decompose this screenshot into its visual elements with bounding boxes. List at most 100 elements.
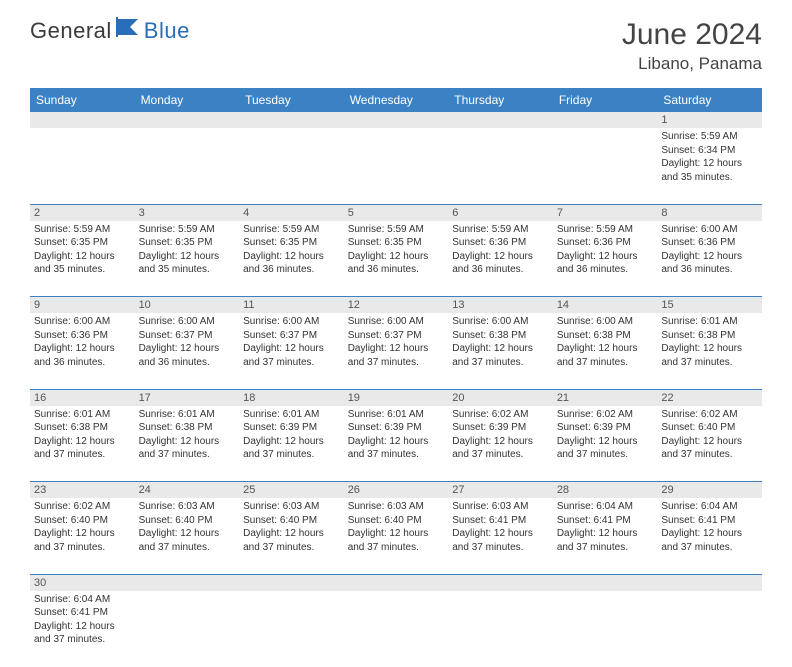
day-cell: Sunrise: 5:59 AMSunset: 6:35 PMDaylight:… bbox=[344, 221, 449, 297]
day-cell: Sunrise: 6:03 AMSunset: 6:40 PMDaylight:… bbox=[135, 498, 240, 574]
sunrise-line: Sunrise: 6:02 AM bbox=[34, 500, 131, 514]
sunrise-line: Sunrise: 6:04 AM bbox=[557, 500, 654, 514]
sunrise-line: Sunrise: 5:59 AM bbox=[557, 223, 654, 237]
day-number-cell: 18 bbox=[239, 389, 344, 406]
day-number-cell bbox=[344, 574, 449, 591]
day-number-cell bbox=[239, 112, 344, 128]
weekday-header: Saturday bbox=[657, 88, 762, 112]
daylight-line: Daylight: 12 hours and 37 minutes. bbox=[348, 527, 445, 554]
day-cell: Sunrise: 6:03 AMSunset: 6:40 PMDaylight:… bbox=[239, 498, 344, 574]
weekday-header: Tuesday bbox=[239, 88, 344, 112]
day-cell bbox=[657, 591, 762, 667]
sunset-line: Sunset: 6:40 PM bbox=[348, 514, 445, 528]
sunrise-line: Sunrise: 6:01 AM bbox=[139, 408, 236, 422]
sunset-line: Sunset: 6:40 PM bbox=[661, 421, 758, 435]
sunset-line: Sunset: 6:38 PM bbox=[661, 329, 758, 343]
day-cell: Sunrise: 6:02 AMSunset: 6:40 PMDaylight:… bbox=[657, 406, 762, 482]
daylight-line: Daylight: 12 hours and 36 minutes. bbox=[243, 250, 340, 277]
sunset-line: Sunset: 6:38 PM bbox=[139, 421, 236, 435]
daylight-line: Daylight: 12 hours and 37 minutes. bbox=[452, 342, 549, 369]
day-cell bbox=[448, 128, 553, 204]
sunset-line: Sunset: 6:35 PM bbox=[243, 236, 340, 250]
day-number-cell: 27 bbox=[448, 482, 553, 499]
day-number-cell bbox=[30, 112, 135, 128]
day-number-cell: 14 bbox=[553, 297, 658, 314]
sunrise-line: Sunrise: 6:03 AM bbox=[452, 500, 549, 514]
daylight-line: Daylight: 12 hours and 37 minutes. bbox=[557, 342, 654, 369]
sunrise-line: Sunrise: 6:00 AM bbox=[348, 315, 445, 329]
sunset-line: Sunset: 6:38 PM bbox=[452, 329, 549, 343]
sunrise-line: Sunrise: 5:59 AM bbox=[348, 223, 445, 237]
daynum-row: 23242526272829 bbox=[30, 482, 762, 499]
day-number-cell: 13 bbox=[448, 297, 553, 314]
day-cell: Sunrise: 6:04 AMSunset: 6:41 PMDaylight:… bbox=[30, 591, 135, 667]
day-cell: Sunrise: 5:59 AMSunset: 6:35 PMDaylight:… bbox=[135, 221, 240, 297]
sunrise-line: Sunrise: 6:02 AM bbox=[452, 408, 549, 422]
daylight-line: Daylight: 12 hours and 37 minutes. bbox=[661, 527, 758, 554]
flag-icon bbox=[116, 17, 142, 42]
daylight-line: Daylight: 12 hours and 35 minutes. bbox=[139, 250, 236, 277]
day-number-cell bbox=[135, 574, 240, 591]
day-cell bbox=[553, 591, 658, 667]
week-row: Sunrise: 6:02 AMSunset: 6:40 PMDaylight:… bbox=[30, 498, 762, 574]
sunrise-line: Sunrise: 6:04 AM bbox=[661, 500, 758, 514]
sunrise-line: Sunrise: 6:00 AM bbox=[452, 315, 549, 329]
day-number-cell: 17 bbox=[135, 389, 240, 406]
day-cell: Sunrise: 6:00 AMSunset: 6:38 PMDaylight:… bbox=[553, 313, 658, 389]
day-cell bbox=[553, 128, 658, 204]
day-number-cell: 29 bbox=[657, 482, 762, 499]
day-cell bbox=[135, 591, 240, 667]
day-cell: Sunrise: 5:59 AMSunset: 6:34 PMDaylight:… bbox=[657, 128, 762, 204]
sunset-line: Sunset: 6:37 PM bbox=[139, 329, 236, 343]
sunset-line: Sunset: 6:40 PM bbox=[34, 514, 131, 528]
day-cell: Sunrise: 6:01 AMSunset: 6:39 PMDaylight:… bbox=[239, 406, 344, 482]
day-cell bbox=[344, 591, 449, 667]
month-title: June 2024 bbox=[622, 18, 762, 52]
week-row: Sunrise: 5:59 AMSunset: 6:34 PMDaylight:… bbox=[30, 128, 762, 204]
weekday-header: Friday bbox=[553, 88, 658, 112]
day-number-cell bbox=[135, 112, 240, 128]
day-number-cell: 1 bbox=[657, 112, 762, 128]
day-number-cell: 22 bbox=[657, 389, 762, 406]
day-number-cell bbox=[344, 112, 449, 128]
sunrise-line: Sunrise: 6:00 AM bbox=[34, 315, 131, 329]
daylight-line: Daylight: 12 hours and 37 minutes. bbox=[348, 342, 445, 369]
weekday-header: Wednesday bbox=[344, 88, 449, 112]
day-cell bbox=[30, 128, 135, 204]
sunrise-line: Sunrise: 6:00 AM bbox=[139, 315, 236, 329]
sunset-line: Sunset: 6:39 PM bbox=[348, 421, 445, 435]
sunset-line: Sunset: 6:36 PM bbox=[452, 236, 549, 250]
daynum-row: 2345678 bbox=[30, 204, 762, 221]
weekday-header-row: Sunday Monday Tuesday Wednesday Thursday… bbox=[30, 88, 762, 112]
sunset-line: Sunset: 6:39 PM bbox=[243, 421, 340, 435]
calendar-table: Sunday Monday Tuesday Wednesday Thursday… bbox=[30, 88, 762, 667]
sunset-line: Sunset: 6:41 PM bbox=[661, 514, 758, 528]
sunrise-line: Sunrise: 6:02 AM bbox=[557, 408, 654, 422]
sunrise-line: Sunrise: 6:01 AM bbox=[34, 408, 131, 422]
weekday-header: Thursday bbox=[448, 88, 553, 112]
sunset-line: Sunset: 6:35 PM bbox=[139, 236, 236, 250]
day-number-cell: 8 bbox=[657, 204, 762, 221]
sunset-line: Sunset: 6:35 PM bbox=[34, 236, 131, 250]
daylight-line: Daylight: 12 hours and 37 minutes. bbox=[557, 527, 654, 554]
page-header: General Blue June 2024 Libano, Panama bbox=[0, 0, 792, 82]
sunset-line: Sunset: 6:37 PM bbox=[243, 329, 340, 343]
day-number-cell: 11 bbox=[239, 297, 344, 314]
daylight-line: Daylight: 12 hours and 37 minutes. bbox=[34, 435, 131, 462]
day-cell: Sunrise: 6:01 AMSunset: 6:39 PMDaylight:… bbox=[344, 406, 449, 482]
sunset-line: Sunset: 6:40 PM bbox=[243, 514, 340, 528]
day-number-cell: 4 bbox=[239, 204, 344, 221]
day-number-cell: 6 bbox=[448, 204, 553, 221]
day-number-cell: 20 bbox=[448, 389, 553, 406]
day-number-cell: 28 bbox=[553, 482, 658, 499]
sunrise-line: Sunrise: 5:59 AM bbox=[34, 223, 131, 237]
sunset-line: Sunset: 6:39 PM bbox=[557, 421, 654, 435]
daylight-line: Daylight: 12 hours and 37 minutes. bbox=[452, 527, 549, 554]
sunset-line: Sunset: 6:41 PM bbox=[452, 514, 549, 528]
day-number-cell bbox=[448, 574, 553, 591]
daylight-line: Daylight: 12 hours and 36 minutes. bbox=[139, 342, 236, 369]
sunset-line: Sunset: 6:41 PM bbox=[34, 606, 131, 620]
sunrise-line: Sunrise: 5:59 AM bbox=[661, 130, 758, 144]
day-cell bbox=[239, 591, 344, 667]
sunset-line: Sunset: 6:37 PM bbox=[348, 329, 445, 343]
